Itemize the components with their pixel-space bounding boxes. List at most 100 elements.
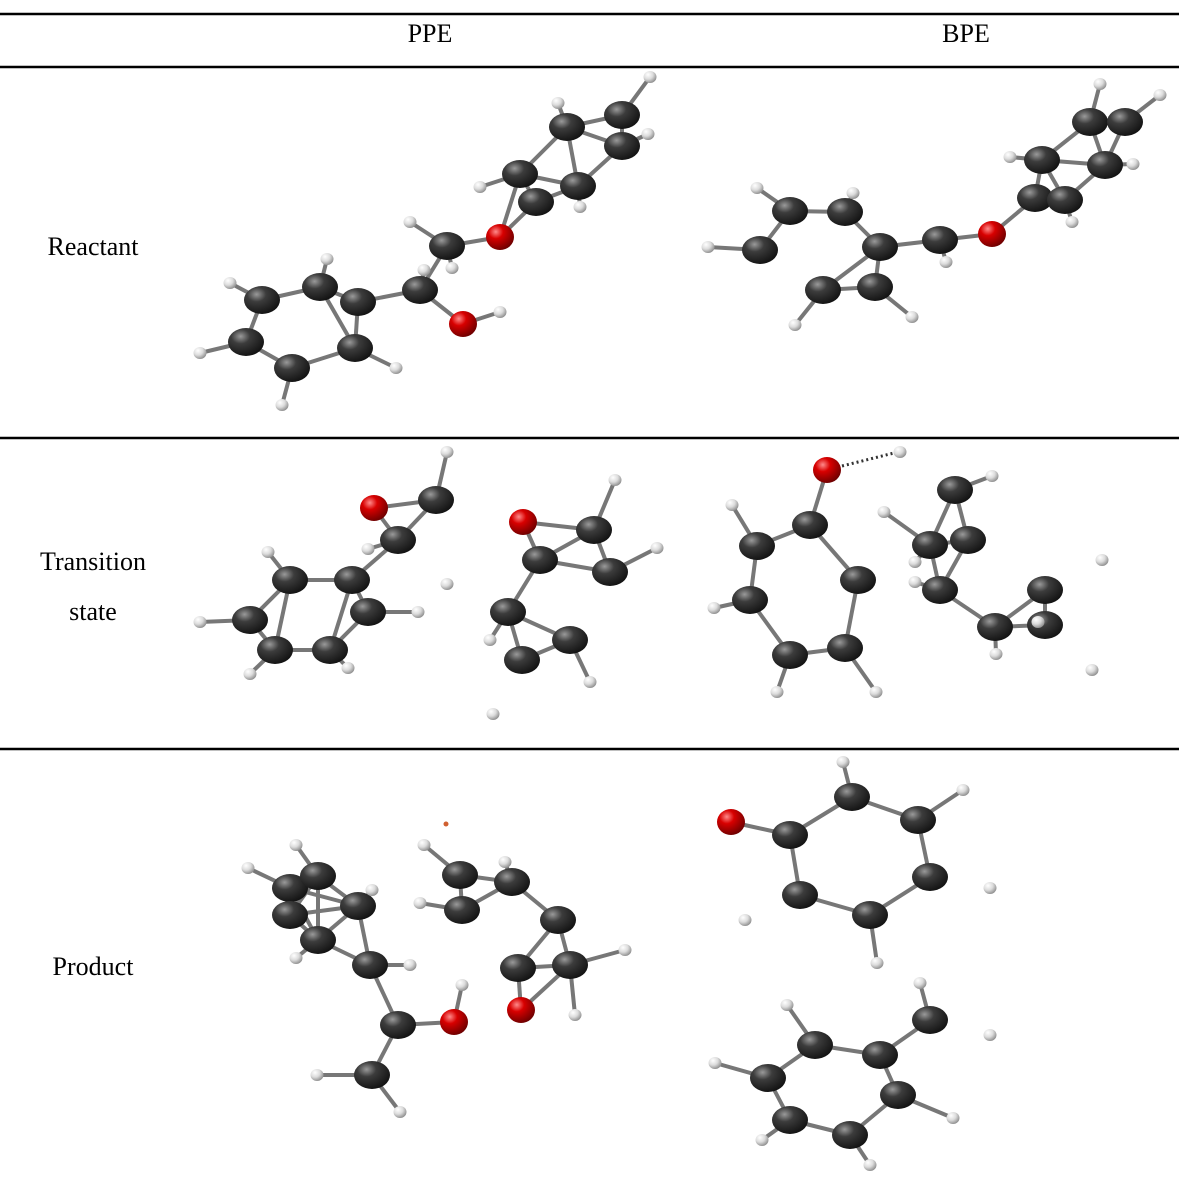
atom [1024, 146, 1060, 174]
atom [456, 979, 469, 991]
page: PPE BPE ReactantTransitionstateProduct (… [0, 0, 1179, 1188]
atom [311, 1069, 324, 1081]
atom [442, 861, 478, 889]
atom [871, 957, 884, 969]
atom [584, 676, 597, 688]
atom [805, 276, 841, 304]
atom [518, 188, 554, 216]
atom [1154, 89, 1167, 101]
table-figure: PPE BPE ReactantTransitionstateProduct [0, 0, 1179, 1188]
atom [1087, 151, 1123, 179]
atom [276, 399, 289, 411]
atom [272, 566, 308, 594]
atom [552, 97, 565, 109]
atom [909, 576, 922, 588]
atom [702, 241, 715, 253]
atom [440, 1009, 468, 1035]
atom [244, 286, 280, 314]
atom [350, 598, 386, 626]
atom [418, 264, 431, 276]
atom [957, 784, 970, 796]
atom [857, 273, 893, 301]
atom [290, 952, 303, 964]
atom [352, 951, 388, 979]
atom [880, 1081, 916, 1109]
row-label: Reactant [48, 232, 140, 261]
hydrogen-bond [842, 453, 894, 466]
atom [441, 446, 454, 458]
atom [1004, 151, 1017, 163]
atom [609, 474, 622, 486]
atom [922, 576, 958, 604]
atom [244, 668, 257, 680]
atom [878, 506, 891, 518]
atom [569, 1009, 582, 1021]
atom [290, 839, 303, 851]
atom [441, 578, 454, 590]
atom [337, 334, 373, 362]
atom [300, 926, 336, 954]
atom [224, 277, 237, 289]
atom [864, 1159, 877, 1171]
atom [984, 882, 997, 894]
atom [412, 606, 425, 618]
atom [832, 1121, 868, 1149]
atom [487, 708, 500, 720]
atom [592, 558, 628, 586]
atom [342, 662, 355, 674]
atom [912, 1006, 948, 1034]
atom [644, 71, 657, 83]
atom [792, 511, 828, 539]
atom [504, 646, 540, 674]
atom [312, 636, 348, 664]
atom [429, 232, 465, 260]
column-header: BPE [942, 19, 990, 48]
atom [1094, 78, 1107, 90]
atom [1047, 186, 1083, 214]
atom [619, 944, 632, 956]
atom [984, 1029, 997, 1041]
atom [414, 897, 427, 909]
atom [978, 221, 1006, 247]
atom [837, 756, 850, 768]
atom [404, 959, 417, 971]
atom [194, 616, 207, 628]
atom [651, 542, 664, 554]
atom [726, 499, 739, 511]
atom [490, 598, 526, 626]
atom [781, 999, 794, 1011]
atom [509, 509, 537, 535]
atom [940, 256, 953, 268]
atom [756, 1134, 769, 1146]
atom [906, 311, 919, 323]
atom [912, 531, 948, 559]
atom [604, 101, 640, 129]
row-label: state [69, 597, 117, 626]
atom [446, 262, 459, 274]
atom [834, 783, 870, 811]
atom [909, 556, 922, 568]
atom [739, 532, 775, 560]
atom [947, 1112, 960, 1124]
atom [560, 172, 596, 200]
atom [1027, 576, 1063, 604]
atom [1127, 158, 1140, 170]
atom [894, 446, 907, 458]
atom [739, 914, 752, 926]
atom [852, 901, 888, 929]
atom [507, 997, 535, 1023]
atom [772, 1106, 808, 1134]
row-label: Transition [40, 547, 146, 576]
atom [914, 977, 927, 989]
atom [494, 306, 507, 318]
atom [751, 182, 764, 194]
atom [862, 1041, 898, 1069]
atom [552, 626, 588, 654]
atom [444, 896, 480, 924]
atom [847, 187, 860, 199]
atom [574, 201, 587, 213]
atom [418, 839, 431, 851]
atom [257, 636, 293, 664]
atom [937, 476, 973, 504]
atom [242, 862, 255, 874]
